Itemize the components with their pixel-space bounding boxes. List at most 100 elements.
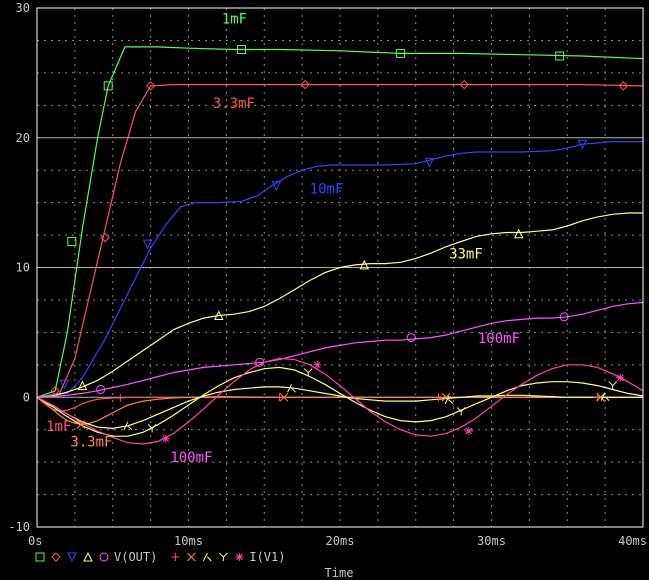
marker-stroke [604,396,610,401]
series-marker [219,552,228,561]
x-tick-label: 30ms [477,534,506,548]
series-marker [213,310,224,321]
series-marker [596,392,605,402]
x-tick-label: 0s [28,534,42,548]
marker-stroke [202,552,208,562]
marker-stroke [287,383,292,393]
marker-triangle-up [513,228,524,239]
series-marker [616,373,625,382]
series-marker [555,51,565,61]
marker-square [237,45,247,55]
marker-stroke [236,553,243,561]
marker-stroke [223,552,228,558]
series-marker [275,393,284,402]
series-marker [271,181,282,191]
series-marker [202,552,212,562]
marker-diamond [145,81,156,91]
grid-lines [37,8,643,527]
marker-square [396,48,406,58]
series-marker [406,333,416,343]
marker-stroke [612,381,618,386]
marker-stroke [207,556,212,562]
series-marker [444,395,454,405]
series-line-7 [36,395,643,426]
series-line-8 [36,386,643,430]
tick-labels: -10 0 10 20 30 0s 10ms 20ms 30ms 40ms [8,1,647,548]
series-marker [434,393,443,402]
series-marker [35,552,45,562]
marker-triangle-down [271,181,282,191]
series-marker [96,384,106,394]
marker-circle [255,357,265,367]
x-axis-label: Time [325,566,354,580]
series-marker [99,552,109,562]
marker-stroke [465,427,473,435]
marker-stroke [127,425,133,431]
curve-label: 100mF [478,331,520,347]
series-line-5 [36,301,644,398]
series-marker [77,380,88,391]
series-line-4 [36,212,643,398]
series-marker [50,386,60,396]
y-tick-label: 0 [23,390,30,404]
marker-stroke [76,420,86,429]
marker-triangle-down [424,157,435,168]
marker-triangle-down [67,552,77,563]
series-marker [255,357,265,367]
series-marker [303,368,313,377]
marker-stroke [291,387,296,393]
marker-square [555,51,565,61]
marker-stroke [448,399,454,405]
y-tick-label: 10 [16,261,30,275]
series-marker [300,79,310,90]
series-line-9 [36,366,644,437]
legend: V(OUT) I(V1) [35,550,285,564]
marker-square [35,552,45,562]
series-marker [187,552,196,562]
series-marker [103,81,113,91]
marker-stroke [219,552,224,558]
marker-circle [406,333,416,343]
marker-stroke [162,435,170,443]
series-marker [171,553,180,561]
marker-diamond [618,81,629,91]
marker-diamond [459,79,469,90]
curve-label: 3.3mF [213,96,255,112]
series-line-2 [36,83,644,398]
series-marker [161,434,170,443]
marker-stroke [608,381,614,386]
marker-stroke [596,392,605,402]
series-marker [424,157,435,168]
marker-diamond [50,386,60,396]
series-marker [287,383,296,393]
marker-stroke [441,392,451,402]
series-marker [456,407,466,416]
marker-stroke [147,424,153,429]
series-marker [116,393,125,402]
marker-square [67,237,77,247]
marker-triangle-down [59,379,70,390]
marker-circle [99,552,109,562]
marker-stroke [279,392,289,402]
series-marker [147,424,157,433]
marker-diamond [51,552,61,562]
marker-square [103,81,113,91]
curve-label: 100mF [170,450,212,466]
curve-label: 10mF [310,182,344,198]
series-marker [235,553,244,561]
series-marker [83,551,93,562]
x-tick-label: 20ms [326,534,355,548]
series-marker [608,381,618,390]
marker-triangle-up [213,310,224,321]
series-marker [359,259,370,270]
series-line-10 [36,357,644,445]
marker-circle [559,312,569,322]
marker-triangle-up [359,259,370,270]
series-marker [577,139,588,150]
series-marker [313,360,322,369]
series-marker [459,79,469,90]
marker-stroke [616,374,624,382]
marker-circle [96,384,106,394]
